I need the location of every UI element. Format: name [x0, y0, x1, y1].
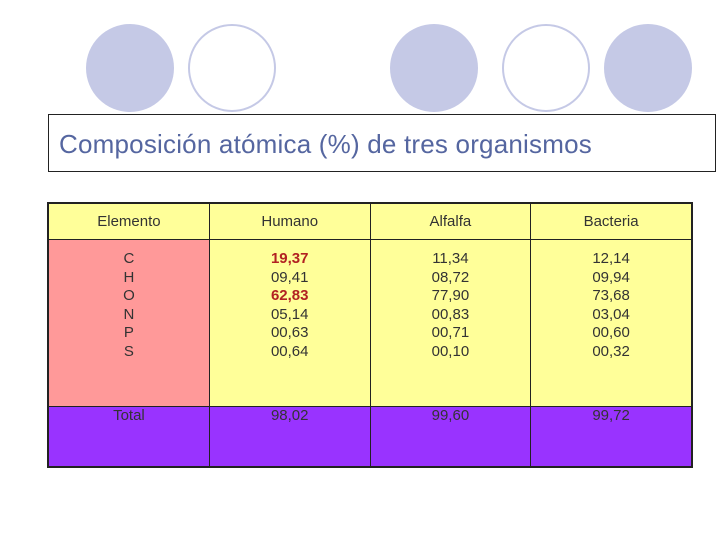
- header-bacteria: Bacteria: [530, 202, 693, 240]
- decorative-circle-outline-1: [188, 24, 276, 112]
- total-bacteria: 99,72: [530, 406, 693, 467]
- humano-o-value: 62,83: [270, 287, 309, 305]
- humano-c-value: 19,37: [270, 250, 309, 267]
- header-alfalfa: Alfalfa: [369, 202, 532, 240]
- element-s: S: [123, 342, 134, 360]
- element-n: N: [123, 305, 135, 323]
- decorative-circle-filled-3: [604, 24, 692, 112]
- header-elemento: Elemento: [47, 202, 210, 240]
- alfalfa-p-value: 00,71: [431, 324, 470, 342]
- title-band: Composición atómica (%) de tres organism…: [48, 114, 716, 172]
- composition-table: Elemento Humano Alfalfa Bacteria C H O N…: [47, 202, 693, 468]
- humano-cell: 19,37 09,41 62,83 05,14 00,63 00,64: [208, 239, 371, 407]
- slide-title: Composición atómica (%) de tres organism…: [59, 129, 592, 159]
- bacteria-p-value: 00,60: [592, 324, 630, 342]
- element-c: C: [123, 250, 135, 267]
- decorative-circle-filled-2: [390, 24, 478, 112]
- elements-cell: C H O N P S: [47, 239, 210, 407]
- bacteria-cell: 12,14 09,94 73,68 03,04 00,60 00,32: [530, 239, 693, 407]
- bacteria-n-value: 03,04: [592, 305, 630, 323]
- decorative-circle-outline-2: [502, 24, 590, 112]
- header-humano: Humano: [208, 202, 371, 240]
- element-h: H: [123, 268, 135, 286]
- humano-s-value: 00,64: [270, 342, 309, 360]
- alfalfa-s-value: 00,10: [431, 342, 470, 360]
- bacteria-s-value: 00,32: [592, 342, 630, 360]
- humano-n-value: 05,14: [270, 305, 309, 323]
- alfalfa-cell: 11,34 08,72 77,90 00,83 00,71 00,10: [369, 239, 532, 407]
- element-p: P: [123, 324, 134, 342]
- table-body-row: C H O N P S 19,37 09,41 62,83 05,14 00,6…: [47, 239, 693, 407]
- bacteria-h-value: 09,94: [592, 268, 630, 286]
- humano-p-value: 00,63: [270, 324, 309, 342]
- element-o: O: [123, 287, 135, 305]
- alfalfa-h-value: 08,72: [431, 268, 470, 286]
- total-label: Total: [47, 406, 210, 467]
- alfalfa-c-value: 11,34: [432, 250, 469, 267]
- humano-h-value: 09,41: [270, 268, 309, 286]
- alfalfa-n-value: 00,83: [431, 305, 470, 323]
- decorative-circle-filled-1: [86, 24, 174, 112]
- total-alfalfa: 99,60: [369, 406, 532, 467]
- alfalfa-o-value: 77,90: [431, 287, 470, 305]
- bacteria-o-value: 73,68: [592, 287, 630, 305]
- table-header-row: Elemento Humano Alfalfa Bacteria: [47, 202, 693, 240]
- total-humano: 98,02: [208, 406, 371, 467]
- table-total-row: Total 98,02 99,60 99,72: [47, 406, 693, 467]
- bacteria-c-value: 12,14: [592, 250, 630, 267]
